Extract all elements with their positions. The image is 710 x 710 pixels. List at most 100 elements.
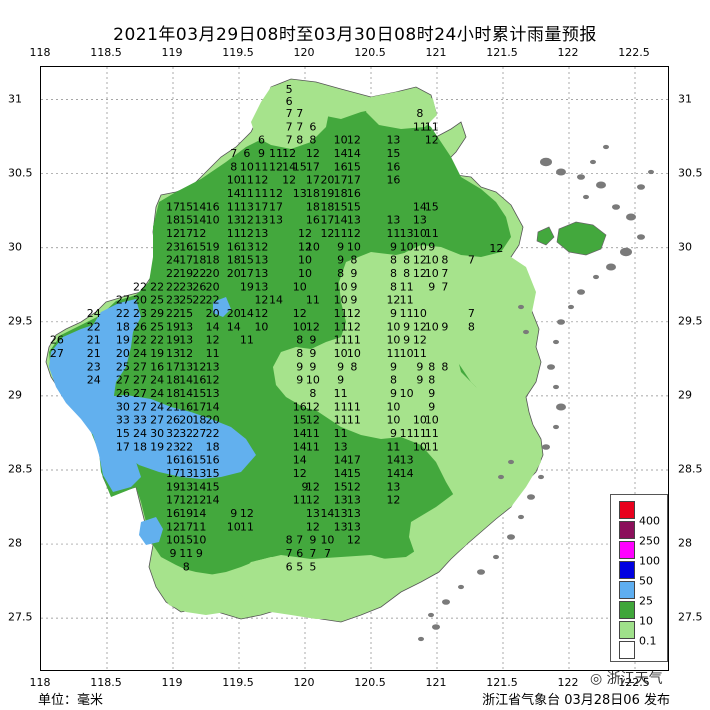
station-value: 15 xyxy=(179,307,193,320)
station-value: 9 xyxy=(350,267,357,280)
station-value: 14 xyxy=(192,214,206,227)
station-value: 11 xyxy=(425,440,439,453)
station-value: 16 xyxy=(166,507,180,520)
station-value: 12 xyxy=(254,307,268,320)
island xyxy=(553,339,559,345)
station-value: 10 xyxy=(425,320,439,333)
station-value: 12 xyxy=(293,307,307,320)
island xyxy=(542,444,550,450)
station-value: 11 xyxy=(413,427,427,440)
station-value: 10 xyxy=(413,440,427,453)
lon-tick-bottom: 118.5 xyxy=(90,676,122,689)
island xyxy=(553,384,559,390)
station-value: 8 xyxy=(309,387,316,400)
island xyxy=(637,184,645,190)
legend-swatch xyxy=(619,501,635,519)
station-value: 10 xyxy=(334,134,348,147)
station-value: 18 xyxy=(192,254,206,267)
station-value: 15 xyxy=(179,534,193,547)
station-value: 23 xyxy=(166,294,180,307)
station-value: 11 xyxy=(425,120,439,133)
station-value: 25 xyxy=(116,360,130,373)
station-value: 8 xyxy=(296,334,303,347)
station-value: 32 xyxy=(179,427,193,440)
station-value: 7 xyxy=(296,107,303,120)
station-value: 23 xyxy=(166,240,180,253)
island xyxy=(593,274,599,280)
station-value: 12 xyxy=(413,320,427,333)
station-value: 21 xyxy=(87,334,101,347)
station-value: 10 xyxy=(425,267,439,280)
station-value: 6 xyxy=(258,134,265,147)
station-value: 26 xyxy=(166,414,180,427)
station-value: 33 xyxy=(116,414,130,427)
weibo-icon: ◎ xyxy=(590,671,603,687)
island xyxy=(507,534,515,540)
station-value: 27 xyxy=(133,387,147,400)
station-value: 9 xyxy=(390,360,397,373)
station-value: 26 xyxy=(50,334,64,347)
lat-tick-right: 29 xyxy=(678,388,692,402)
station-value: 27 xyxy=(50,347,64,360)
station-value: 7 xyxy=(468,307,475,320)
island xyxy=(493,554,499,560)
station-value: 14 xyxy=(179,374,193,387)
lat-tick-right: 30 xyxy=(678,240,692,254)
station-value: 33 xyxy=(133,414,147,427)
station-value: 9 xyxy=(296,360,303,373)
station-value: 9 xyxy=(309,534,316,547)
legend-swatch xyxy=(619,541,635,559)
rain-zone-25-50-southwest xyxy=(103,395,256,479)
station-value: 11 xyxy=(425,227,439,240)
lon-tick-bottom: 121.5 xyxy=(486,676,518,689)
station-value: 14 xyxy=(227,320,241,333)
station-value: 14 xyxy=(334,147,348,160)
station-value: 11 xyxy=(306,427,320,440)
station-value: 20 xyxy=(133,294,147,307)
station-value: 20 xyxy=(227,307,241,320)
station-value: 7 xyxy=(309,547,316,560)
station-value: 10 xyxy=(166,534,180,547)
station-value: 24 xyxy=(87,307,101,320)
station-value: 14 xyxy=(293,427,307,440)
station-value: 11 xyxy=(413,120,427,133)
legend-swatch xyxy=(619,601,635,619)
island xyxy=(538,474,544,480)
legend-swatch xyxy=(619,641,635,659)
station-value: 15 xyxy=(334,200,348,213)
station-value: 6 xyxy=(286,560,293,573)
lon-tick-bottom: 122.5 xyxy=(618,676,650,689)
station-value: 17 xyxy=(116,440,130,453)
station-value: 15 xyxy=(386,147,400,160)
station-value: 10 xyxy=(306,374,320,387)
station-value: 5 xyxy=(296,560,303,573)
station-value: 26 xyxy=(192,280,206,293)
station-value: 13 xyxy=(293,187,307,200)
station-value: 10 xyxy=(386,334,400,347)
station-value: 22 xyxy=(206,427,220,440)
station-value: 22 xyxy=(166,307,180,320)
station-value: 7 xyxy=(441,267,448,280)
station-value: 15 xyxy=(347,160,361,173)
station-value: 7 xyxy=(286,107,293,120)
station-value: 16 xyxy=(206,200,220,213)
watermark: ◎ 浙江天气 xyxy=(590,668,663,688)
station-value: 14 xyxy=(293,440,307,453)
station-value: 17 xyxy=(179,254,193,267)
station-value: 10 xyxy=(347,347,361,360)
station-value: 14 xyxy=(269,294,283,307)
station-value: 12 xyxy=(179,494,193,507)
station-value: 27 xyxy=(133,360,147,373)
lon-tick-top: 120.5 xyxy=(354,46,386,59)
station-value: 17 xyxy=(306,174,320,187)
station-value: 11 xyxy=(386,227,400,240)
station-value: 25 xyxy=(150,320,164,333)
station-value: 11 xyxy=(425,427,439,440)
lon-tick-top: 121.5 xyxy=(486,46,518,59)
station-value: 10 xyxy=(298,267,312,280)
station-value: 20 xyxy=(116,347,130,360)
legend-swatch xyxy=(619,621,635,639)
station-value: 13 xyxy=(254,280,268,293)
station-value: 16 xyxy=(334,160,348,173)
station-value: 9 xyxy=(403,334,410,347)
